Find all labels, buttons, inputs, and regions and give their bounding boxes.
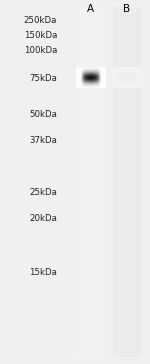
Text: 250kDa: 250kDa [24, 16, 57, 24]
Text: 150kDa: 150kDa [24, 31, 57, 40]
Text: 25kDa: 25kDa [29, 189, 57, 197]
Bar [113, 7, 141, 357]
Text: 50kDa: 50kDa [29, 110, 57, 119]
Text: B: B [123, 4, 130, 14]
Text: 15kDa: 15kDa [29, 268, 57, 277]
Text: 75kDa: 75kDa [29, 74, 57, 83]
Text: 20kDa: 20kDa [29, 214, 57, 223]
Text: 100kDa: 100kDa [24, 47, 57, 55]
Bar [77, 7, 105, 357]
Text: 37kDa: 37kDa [29, 136, 57, 145]
Text: A: A [87, 4, 94, 14]
